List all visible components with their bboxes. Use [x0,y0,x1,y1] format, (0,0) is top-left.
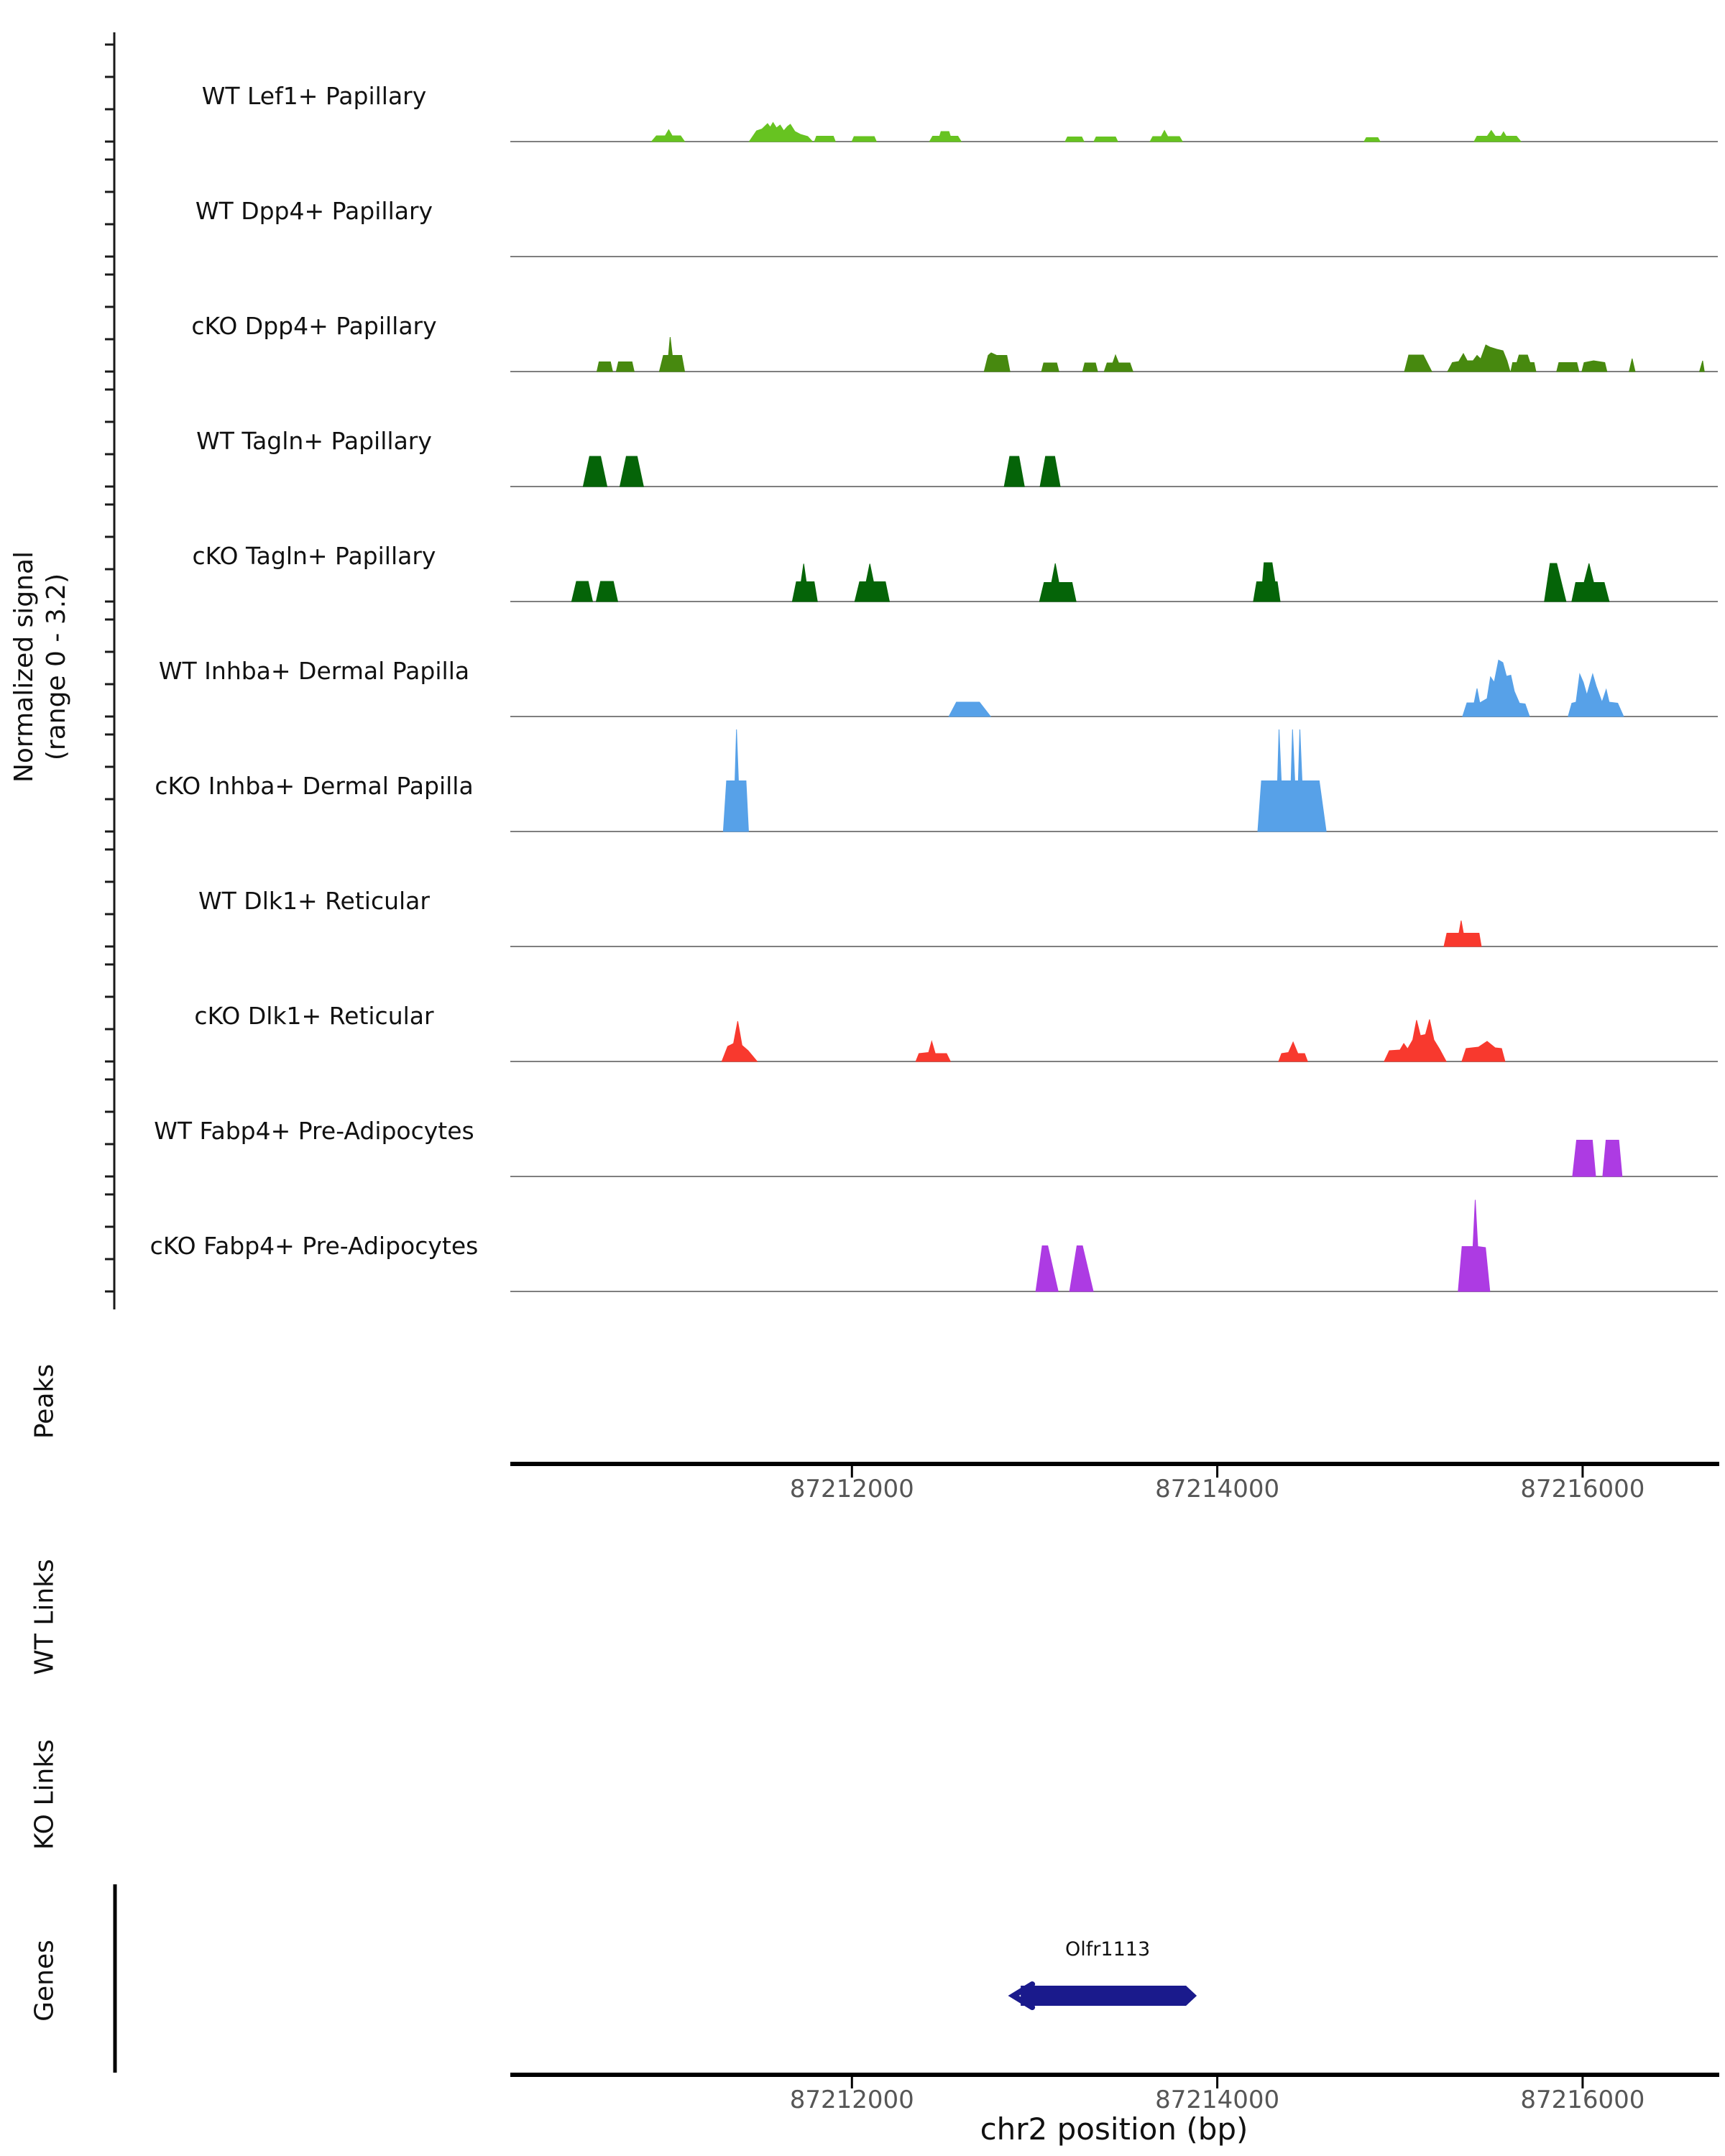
signal-peak [1257,729,1327,832]
signal-peak [1447,344,1511,372]
signal-peak [722,729,749,832]
signal-peak [748,121,814,142]
track-label: cKO Inhba+ Dermal Papilla [155,772,474,800]
section-label-peaks: Peaks [29,1363,60,1439]
x-tick-label: 87214000 [1155,2086,1280,2114]
track-label: WT Inhba+ Dermal Papilla [158,657,470,685]
track-label: cKO Fabp4+ Pre-Adipocytes [150,1232,479,1260]
x-tick-label: 87212000 [789,2086,914,2114]
x-tick-label: 87216000 [1520,2086,1645,2114]
signal-peak [1629,358,1636,372]
x-tick-label: 87216000 [1520,1475,1645,1503]
signal-peak [1404,354,1432,372]
section-label-ko-links: KO Links [29,1739,60,1850]
signal-peak [1572,1140,1596,1177]
signal-peak [1571,563,1610,602]
signal-peak [721,1021,758,1062]
x-tick-label: 87212000 [789,1475,914,1503]
signal-peak [1082,362,1098,372]
signal-peak [1510,354,1537,372]
track-label: WT Fabp4+ Pre-Adipocytes [154,1117,474,1145]
signal-peak [814,136,836,142]
signal-peak [791,563,818,602]
signal-peak [1544,563,1567,602]
track-label: cKO Tagln+ Papillary [192,542,436,570]
signal-peak [1462,659,1530,717]
track-label: WT Dpp4+ Papillary [195,197,433,225]
signal-peak [1003,456,1025,487]
signal-peak [650,129,686,142]
signal-peak [929,131,962,142]
track-label: cKO Dlk1+ Reticular [194,1002,434,1030]
signal-peak [1093,137,1118,142]
section-label-wt-links: WT Links [29,1559,60,1675]
signal-peak [571,581,594,602]
signal-peak [1064,137,1085,142]
signal-peak [854,563,891,602]
signal-peak [915,1040,952,1062]
section-label-genes: Genes [29,1940,60,2022]
signal-peak [948,701,992,717]
y-axis-title-line1: Normalized signal [9,550,39,783]
track-label: WT Lef1+ Papillary [201,82,427,110]
signal-peak [1103,354,1133,372]
signal-peak [1568,673,1624,717]
signal-peak [1253,562,1281,602]
signal-peak [1149,129,1183,142]
signal-peak [1039,563,1077,602]
signal-peak [1461,1041,1506,1062]
signal-peak [1581,360,1608,372]
gene-strand-arrow-icon [1008,1981,1036,2010]
signal-peak [983,352,1011,372]
signal-peak [1384,1019,1447,1062]
track-label: WT Tagln+ Papillary [196,427,432,455]
signal-peak [582,456,608,487]
signal-peak [1473,129,1522,142]
signal-peak [851,136,878,142]
signal-peak [658,336,686,372]
x-axis-title: chr2 position (bp) [980,2111,1248,2147]
signal-peak [1035,1245,1059,1292]
gene-body [1021,1986,1197,2006]
signal-peak [596,361,613,372]
track-label: WT Dlk1+ Reticular [198,887,430,915]
signal-peak [1039,456,1061,487]
track-label: cKO Dpp4+ Papillary [191,312,437,340]
signal-peak [595,581,619,602]
signal-peak [1278,1041,1308,1062]
x-tick-label: 87214000 [1155,1475,1280,1503]
signal-peak [1363,137,1381,142]
signal-peak [1041,362,1059,372]
signal-peak [615,361,635,372]
signal-peak [1458,1199,1491,1292]
signal-peak [1698,360,1705,372]
signal-peak [1602,1140,1623,1177]
signal-peak [1069,1245,1094,1292]
gene-name-label: Olfr1113 [1065,1938,1151,1961]
signal-peak [1556,362,1580,372]
signal-peak [619,456,644,487]
signal-peak [1443,920,1482,947]
